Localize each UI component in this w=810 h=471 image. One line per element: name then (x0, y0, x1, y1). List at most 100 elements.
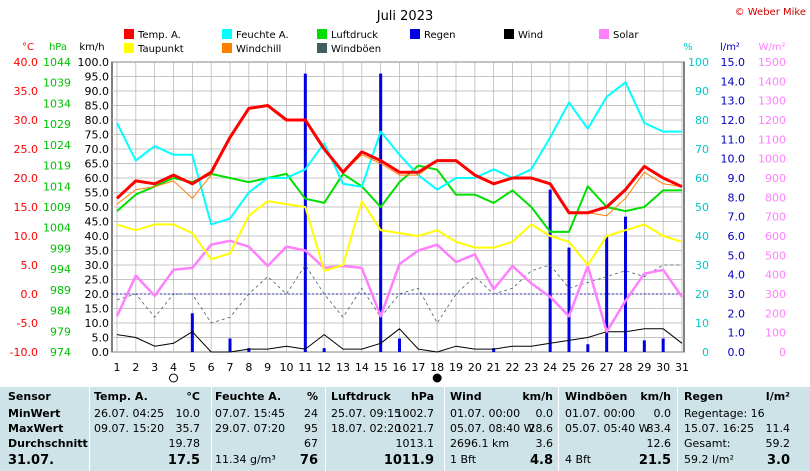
percent-tick: 50 (695, 201, 709, 214)
kmh-tick: 0.0 (92, 346, 110, 359)
solar-tick: 1400 (758, 75, 786, 88)
hpa-tick: 979 (50, 325, 71, 338)
stats-cell: 2696.1 km (450, 437, 510, 450)
solar-tick: 400 (765, 269, 786, 282)
stats-cell: 01.07. 00:00 (450, 407, 521, 420)
stats-value: 0.0 (535, 407, 554, 420)
kmh-tick: 95.0 (85, 71, 110, 84)
stats-column-divider (211, 387, 212, 471)
hpa-tick: 999 (50, 242, 71, 255)
stats-cell: 29.07. 07:20 (215, 422, 286, 435)
kmh-tick: 85.0 (85, 100, 110, 113)
hpa-tick: 1019 (43, 160, 71, 173)
x-tick: 23 (524, 361, 538, 374)
stats-header: Wind (450, 390, 482, 403)
stats-value: 12.6 (646, 437, 672, 450)
celsius-tick: 0.0 (21, 288, 39, 301)
new-moon-icon (432, 373, 442, 383)
percent-tick: 20 (695, 288, 709, 301)
stats-cell: 05.07. 05:40 W (565, 422, 650, 435)
hpa-tick: 1029 (43, 118, 71, 131)
axis-unit-pct: % (683, 42, 693, 53)
hpa-tick: 989 (50, 284, 71, 297)
stats-cell: 07.07. 15:45 (215, 407, 286, 420)
x-tick: 27 (600, 361, 614, 374)
stats-value: 17.5 (167, 453, 200, 468)
solar-tick: 0 (779, 346, 786, 359)
solar-tick: 700 (765, 211, 786, 224)
rain-bar (398, 338, 401, 352)
stats-cell: Gesamt: (684, 437, 731, 450)
stats-unit: hPa (410, 390, 434, 403)
stats-cell: 01.07. 00:00 (565, 407, 636, 420)
kmh-tick: 25.0 (85, 274, 110, 287)
stats-header: Windböen (565, 390, 628, 403)
hpa-tick: 1004 (43, 222, 71, 235)
legend-swatch (504, 29, 514, 39)
stats-unit: l/m² (765, 390, 790, 403)
solar-tick: 300 (765, 288, 786, 301)
axis-unit-hpa: hPa (49, 42, 67, 53)
rain-bar (586, 344, 590, 352)
rain-bar (247, 348, 251, 352)
rain-tick: 15.0 (721, 56, 746, 69)
hpa-tick: 984 (50, 305, 71, 318)
stats-unit: % (306, 390, 318, 403)
legend-swatch (317, 29, 327, 39)
x-tick: 28 (619, 361, 633, 374)
percent-tick: 90 (695, 85, 709, 98)
legend-label: Windchill (236, 44, 281, 55)
stats-header: Regen (684, 390, 724, 403)
x-tick: 8 (245, 361, 252, 374)
stats-value: 0.0 (653, 407, 672, 420)
rain-tick: 13.0 (721, 95, 746, 108)
stats-value: 3.6 (535, 437, 554, 450)
celsius-tick: 40.0 (14, 56, 39, 69)
legend-label: Windböen (331, 44, 381, 55)
x-tick: 7 (227, 361, 234, 374)
percent-tick: 40 (695, 230, 709, 243)
x-tick: 30 (656, 361, 670, 374)
rain-bar (492, 348, 496, 352)
x-tick: 20 (468, 361, 482, 374)
x-tick: 1 (114, 361, 121, 374)
rain-tick: 2.0 (728, 307, 746, 320)
solar-tick: 900 (765, 172, 786, 185)
x-tick: 11 (298, 361, 312, 374)
hpa-tick: 1024 (43, 139, 71, 152)
kmh-tick: 100.0 (78, 56, 110, 69)
series-line-wind (116, 328, 683, 353)
rain-tick: 10.0 (721, 153, 746, 166)
kmh-tick: 30.0 (85, 259, 110, 272)
stats-value: 3.0 (766, 453, 790, 468)
rain-tick: 14.0 (721, 75, 746, 88)
kmh-tick: 55.0 (85, 187, 110, 200)
kmh-tick: 5.0 (92, 332, 110, 345)
kmh-tick: 20.0 (85, 288, 110, 301)
legend-label: Solar (613, 30, 639, 41)
stats-value: 4.8 (529, 453, 553, 468)
stats-column-divider (558, 387, 559, 471)
stats-cell: 15.07. 16:25 (684, 422, 755, 435)
x-tick: 25 (562, 361, 576, 374)
celsius-tick: -5.0 (17, 317, 38, 330)
rain-tick: 12.0 (721, 114, 746, 127)
solar-tick: 600 (765, 230, 786, 243)
x-tick: 29 (637, 361, 651, 374)
stats-cell: 25.07. 09:15 (331, 407, 402, 420)
x-tick: 17 (411, 361, 425, 374)
stats-row-label: MaxWert (8, 422, 64, 435)
hpa-tick: 994 (50, 263, 71, 276)
stats-value: 1021.7 (395, 422, 435, 435)
series-line-temp-a- (115, 104, 683, 215)
stats-value: 95 (304, 422, 318, 435)
x-tick: 3 (151, 361, 158, 374)
solar-tick: 1300 (758, 95, 786, 108)
kmh-tick: 60.0 (85, 172, 110, 185)
stats-cell: Regentage: 16 (684, 407, 765, 420)
x-tick: 4 (170, 361, 177, 374)
celsius-tick: 10.0 (14, 230, 39, 243)
stats-value: 59.2 (765, 437, 791, 450)
percent-tick: 30 (695, 259, 709, 272)
solar-tick: 1100 (758, 133, 786, 146)
